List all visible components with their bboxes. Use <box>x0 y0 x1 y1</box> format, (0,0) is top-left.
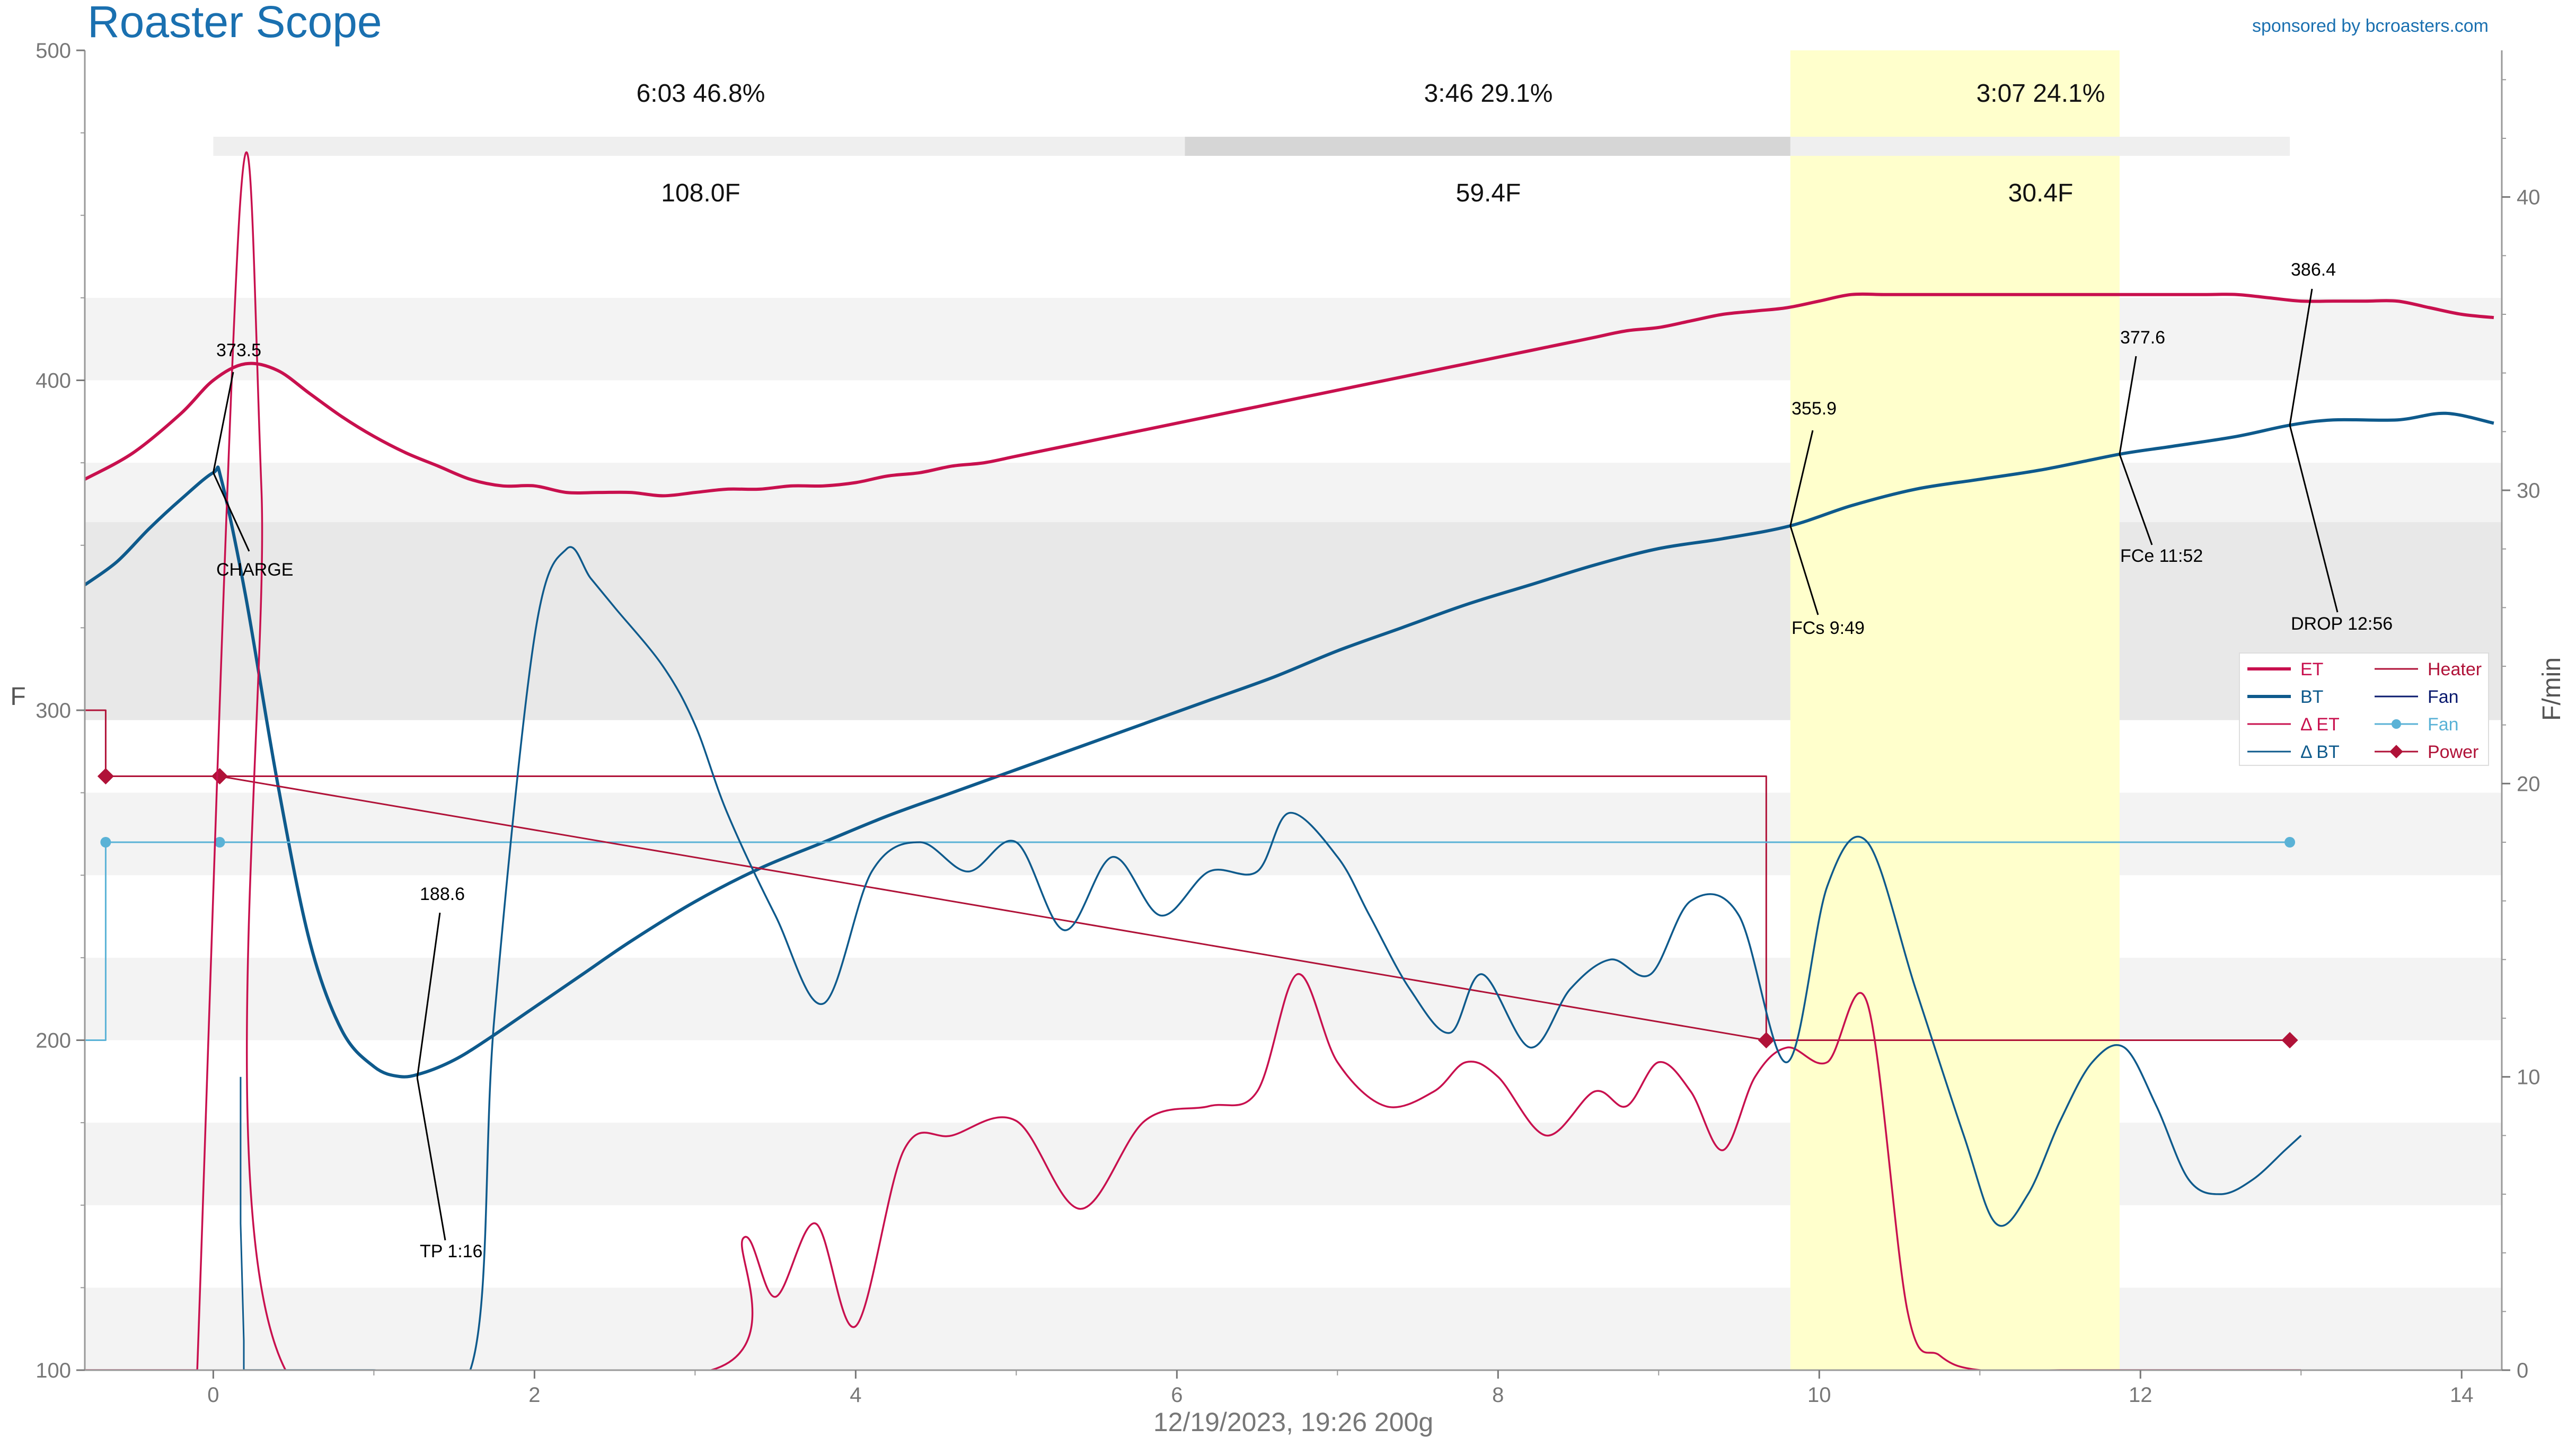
annotation-event-label: FCs 9:49 <box>1792 618 1865 638</box>
annotation-leader-value <box>2119 356 2137 455</box>
legend-box <box>2239 652 2489 766</box>
footer-date-weight: 12/19/2023, 19:26 200g <box>1153 1407 1433 1437</box>
power-marker <box>1758 1031 1775 1049</box>
background-stripe <box>85 1287 2502 1370</box>
legend-label: Fan <box>2428 714 2459 735</box>
legend-marker <box>2392 719 2401 729</box>
phase-time-label: 6:03 46.8% <box>637 80 765 108</box>
y-right-tick-label: 40 <box>2517 186 2540 209</box>
annotation-leader-value <box>416 912 441 1078</box>
legend: ET BT Δ ET Δ BT Heater Fan Fan Power <box>2239 652 2489 766</box>
series-bt-line <box>85 411 2494 1079</box>
x-tick-label: 0 <box>207 1383 219 1407</box>
annotation-leader-event <box>213 472 250 552</box>
x-tick-label: 8 <box>1492 1383 1504 1407</box>
legend-label: BT <box>2300 687 2323 707</box>
power-marker <box>97 767 114 785</box>
power-marker <box>211 767 228 785</box>
background-stripe <box>85 792 2502 876</box>
x-tick-label: 6 <box>1171 1383 1183 1407</box>
y-left-tick-label: 100 <box>36 1359 71 1382</box>
y-left-tick-label: 400 <box>36 369 71 393</box>
x-tick-label: 10 <box>1807 1383 1831 1407</box>
phase-time-label: 3:46 29.1% <box>1424 80 1553 108</box>
phase-delta-label: 59.4F <box>1456 179 1521 207</box>
y-right-tick-label: 30 <box>2517 479 2540 502</box>
annotation-leader-event <box>416 1078 446 1241</box>
x-tick-label: 4 <box>850 1383 861 1407</box>
y-right-tick-label: 0 <box>2517 1359 2528 1382</box>
chart-title: Roaster Scope <box>87 0 382 47</box>
phase-delta-label: 108.0F <box>661 179 740 207</box>
sponsor-link[interactable]: sponsored by bcroasters.com <box>2252 16 2489 36</box>
background-stripe <box>85 957 2502 1040</box>
annotation-event-label: TP 1:16 <box>420 1241 482 1261</box>
annotation-value-label: 373.5 <box>216 340 261 360</box>
series-power-line <box>105 775 2290 1041</box>
legend-label: Δ ET <box>2300 714 2340 735</box>
phase-delta-label: 30.4F <box>2008 179 2074 207</box>
annotation-leader-value <box>1789 430 1814 526</box>
y-left-tick-label: 300 <box>36 699 71 722</box>
y-right-tick-label: 10 <box>2517 1066 2540 1089</box>
phase-bar-maillard <box>1185 137 1790 156</box>
x-tick-label: 2 <box>528 1383 540 1407</box>
series-delta-et-line <box>85 151 2301 1370</box>
annotation-value-label: 386.4 <box>2291 260 2336 280</box>
series-fan-line <box>85 841 2290 1041</box>
background-layer <box>85 297 2502 1370</box>
annotation-value-label: 188.6 <box>420 884 465 904</box>
annotation-leader-event <box>2289 425 2339 613</box>
fan-marker <box>100 837 111 848</box>
series-et-line <box>85 292 2494 498</box>
series-fan-line <box>240 1077 245 1370</box>
series-delta-bt-line <box>243 546 2302 1370</box>
legend-label: Power <box>2428 742 2478 762</box>
fan-marker <box>2284 837 2296 848</box>
legend-label: Heater <box>2428 659 2482 680</box>
phase-band-layer <box>213 50 2290 1370</box>
y-axis-left-label: F <box>10 683 25 711</box>
axis-layer: 0 2 4 6 8 10 12 14 100 200 300 400 500 0 10 20 30 40 <box>36 39 2540 1407</box>
legend-label: Fan <box>2428 687 2459 707</box>
annotation-value-label: 377.6 <box>2120 328 2165 348</box>
phase-time-label: 3:07 24.1% <box>1977 80 2105 108</box>
y-left-tick-label: 500 <box>36 39 71 63</box>
annotation-event-label: FCe 11:52 <box>2120 546 2203 566</box>
annotation-event-label: CHARGE <box>216 560 293 580</box>
legend-label: ET <box>2300 659 2323 680</box>
legend-marker <box>2389 745 2403 758</box>
x-tick-label: 12 <box>2129 1383 2152 1407</box>
y-axis-right-label: F/min <box>2538 657 2566 721</box>
y-right-tick-label: 20 <box>2517 772 2540 796</box>
annotation-layer: 6:03 46.8% 108.0F 3:46 29.1% 59.4F 3:07 24.1… <box>212 80 2393 1261</box>
series-layer <box>85 151 2494 1370</box>
annotation-value-label: 355.9 <box>1792 399 1837 419</box>
annotation-leader-event <box>1789 525 1819 615</box>
first-crack-band <box>1790 50 2120 1370</box>
annotation-event-label: DROP 12:56 <box>2291 614 2393 634</box>
fan-marker <box>214 837 225 848</box>
annotation-leader-value <box>212 372 234 473</box>
y-left-tick-label: 200 <box>36 1029 71 1053</box>
annotation-leader-event <box>2119 454 2153 545</box>
background-stripe <box>85 1123 2502 1205</box>
legend-label: Δ BT <box>2300 742 2340 762</box>
annotation-leader-value <box>2289 288 2313 426</box>
x-tick-label: 14 <box>2450 1383 2474 1407</box>
